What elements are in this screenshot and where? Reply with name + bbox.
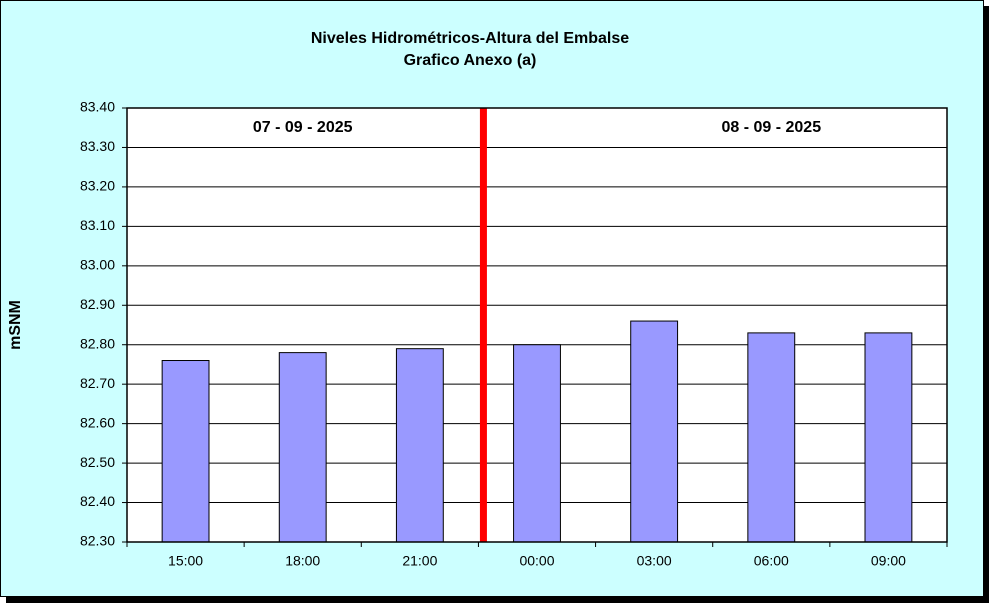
chart-subtitle: Grafico Anexo (a) [404,52,537,69]
bar [161,360,210,543]
x-tick-label: 21:00 [402,553,437,569]
x-tick-label: 09:00 [871,553,906,569]
bar [747,332,796,543]
y-tick-label: 82.90 [80,296,115,312]
y-tick-label: 82.50 [80,454,115,470]
chart-title: Niveles Hidrométricos-Altura del Embalse [311,30,629,47]
y-tick-label: 82.60 [80,414,115,430]
y-tick-label: 83.10 [80,217,115,233]
x-tick-label: 03:00 [637,553,672,569]
bar [630,320,679,543]
x-tick-label: 06:00 [754,553,789,569]
y-tick-label: 82.80 [80,335,115,351]
x-tick-label: 18:00 [285,553,320,569]
y-tick-label: 82.70 [80,375,115,391]
date-annotation: 08 - 09 - 2025 [721,119,821,136]
y-tick-label: 83.30 [80,138,115,154]
bar [513,344,561,543]
y-tick-label: 83.20 [80,178,115,194]
plot-border [126,107,948,543]
y-tick-label: 83.40 [80,99,115,115]
y-tick-label: 82.40 [80,493,115,509]
y-axis-label: mSNM [7,300,24,350]
y-tick-label: 83.00 [80,257,115,273]
bar [864,332,913,543]
bar [395,348,444,543]
bar [278,352,327,543]
y-tick-label: 82.30 [80,533,115,549]
x-tick-label: 00:00 [519,553,554,569]
x-tick-label: 15:00 [168,553,203,569]
date-annotation: 07 - 09 - 2025 [253,119,353,136]
